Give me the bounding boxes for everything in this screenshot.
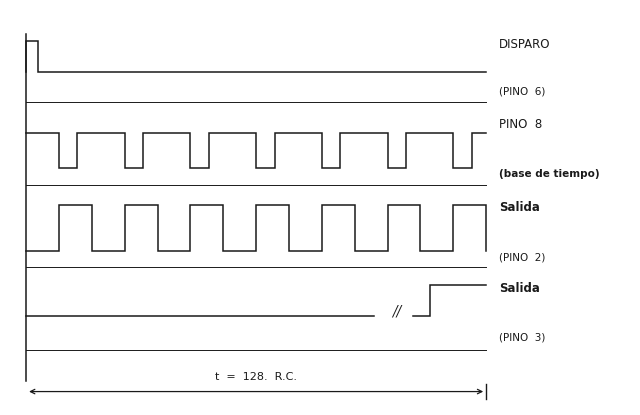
Text: DISPARO: DISPARO	[499, 38, 550, 51]
Text: (PINO  2): (PINO 2)	[499, 252, 545, 262]
Text: Salida: Salida	[499, 201, 540, 214]
Text: (PINO  3): (PINO 3)	[499, 333, 545, 343]
Text: t  =  128.  R.C.: t = 128. R.C.	[215, 372, 297, 383]
Text: (PINO  6): (PINO 6)	[499, 87, 545, 97]
Text: Salida: Salida	[499, 282, 540, 295]
Text: PINO  8: PINO 8	[499, 118, 542, 131]
Text: (base de tiempo): (base de tiempo)	[499, 169, 600, 179]
Text: //: //	[392, 304, 401, 318]
